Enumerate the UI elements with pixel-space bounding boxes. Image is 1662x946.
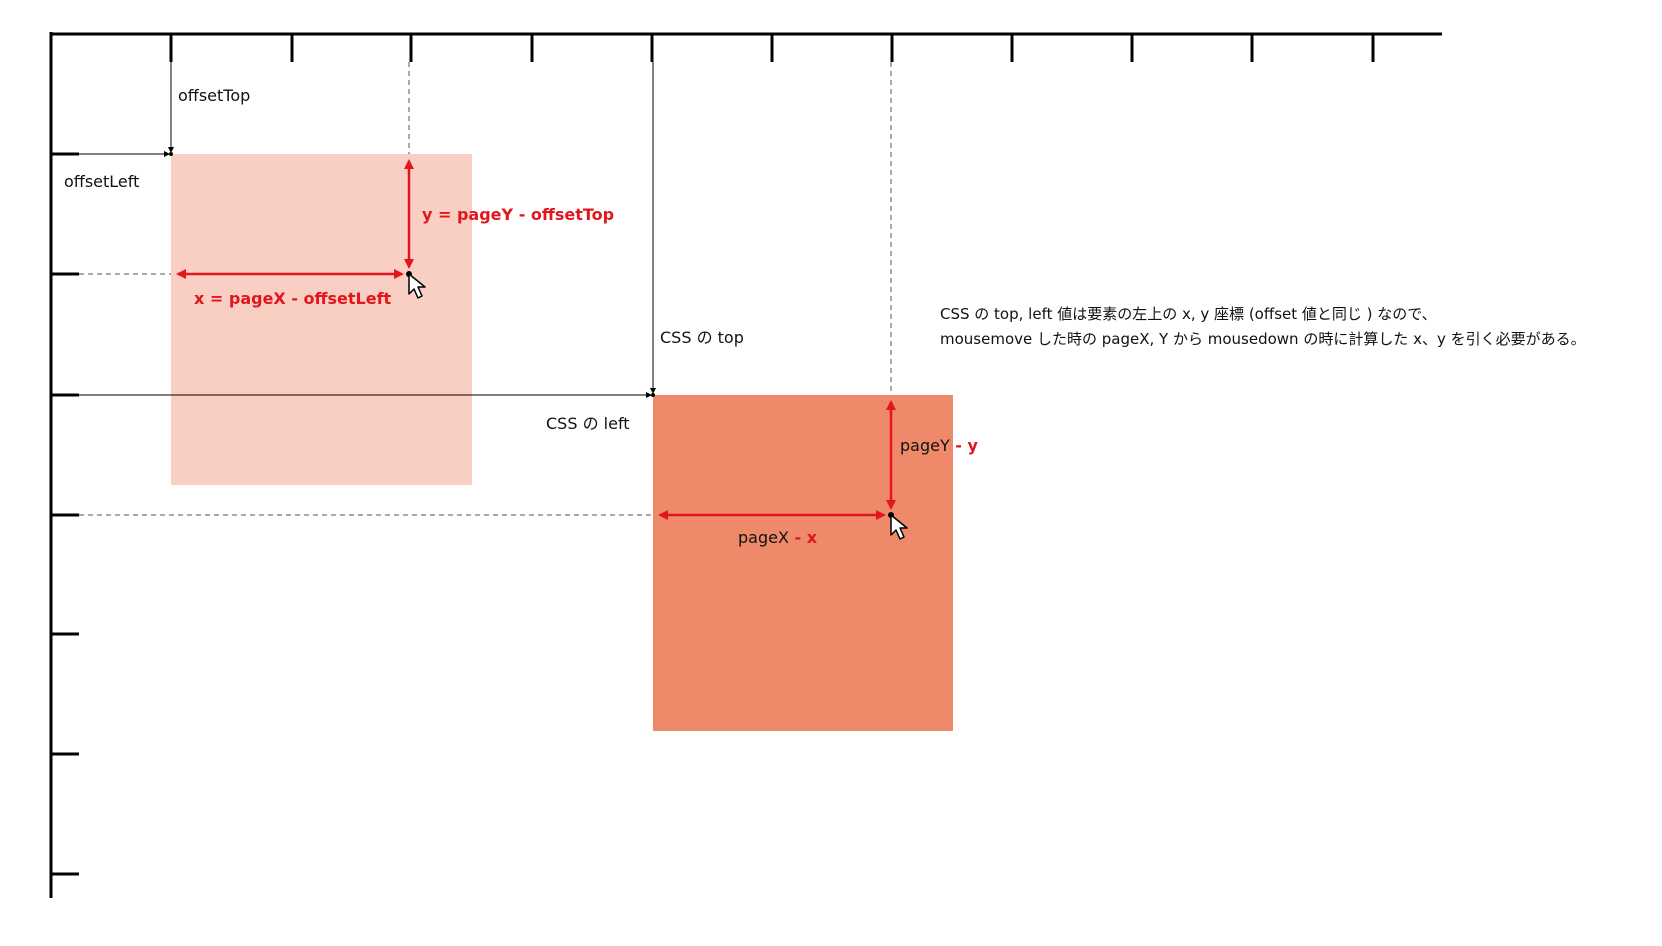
moved-element-box: [653, 395, 953, 731]
guide-lines: [79, 62, 892, 516]
minus-y-text: - y: [950, 436, 979, 455]
anchor-dot: [169, 152, 173, 156]
offset-top-label: offsetTop: [178, 86, 250, 105]
original-element-box: [171, 154, 472, 485]
y-formula-label: y = pageY - offsetTop: [422, 205, 614, 224]
minus-x-text: - x: [789, 528, 818, 547]
mouse-cursor-icon: [890, 514, 908, 540]
page-y-text: pageY: [900, 436, 950, 455]
mouse-cursor-icon: [408, 273, 426, 299]
page-x-text: pageX: [738, 528, 789, 547]
axes: [49, 32, 1442, 898]
reference-arrows: [79, 62, 656, 398]
css-top-label: CSS の top: [660, 328, 744, 347]
note-line-1: CSS の top, left 値は要素の左上の x, y 座標 (offset…: [940, 305, 1437, 323]
page-x-label: pageX - x: [738, 528, 818, 547]
page-y-label: pageY - y: [900, 436, 979, 455]
anchor-dot: [651, 393, 655, 397]
x-formula-label: x = pageX - offsetLeft: [194, 289, 392, 308]
note-line-2: mousemove した時の pageX, Y から mousedown の時に…: [940, 330, 1586, 348]
css-left-label: CSS の left: [546, 414, 630, 433]
offset-left-label: offsetLeft: [64, 172, 139, 191]
explanation-note: CSS の top, left 値は要素の左上の x, y 座標 (offset…: [940, 302, 1660, 352]
measure-arrows: [176, 159, 896, 520]
